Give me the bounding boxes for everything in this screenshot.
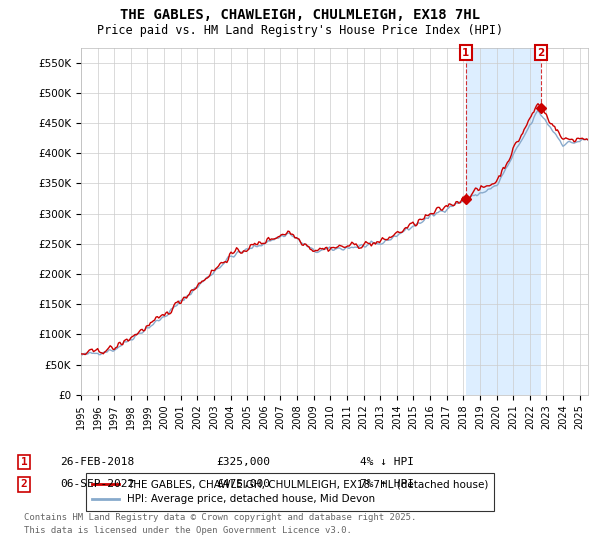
Text: Contains HM Land Registry data © Crown copyright and database right 2025.: Contains HM Land Registry data © Crown c… bbox=[24, 513, 416, 522]
Bar bbox=[466, 48, 541, 395]
Text: Price paid vs. HM Land Registry's House Price Index (HPI): Price paid vs. HM Land Registry's House … bbox=[97, 24, 503, 36]
Text: 2: 2 bbox=[20, 479, 28, 489]
Text: £475,000: £475,000 bbox=[216, 479, 270, 489]
Text: THE GABLES, CHAWLEIGH, CHULMLEIGH, EX18 7HL: THE GABLES, CHAWLEIGH, CHULMLEIGH, EX18 … bbox=[120, 8, 480, 22]
Text: 06-SEP-2022: 06-SEP-2022 bbox=[60, 479, 134, 489]
Text: 1: 1 bbox=[20, 457, 28, 467]
Text: 26-FEB-2018: 26-FEB-2018 bbox=[60, 457, 134, 467]
Text: 7% ↑ HPI: 7% ↑ HPI bbox=[360, 479, 414, 489]
Text: 2: 2 bbox=[538, 48, 545, 58]
Text: 4% ↓ HPI: 4% ↓ HPI bbox=[360, 457, 414, 467]
Legend: THE GABLES, CHAWLEIGH, CHULMLEIGH, EX18 7HL (detached house), HPI: Average price: THE GABLES, CHAWLEIGH, CHULMLEIGH, EX18 … bbox=[86, 473, 494, 511]
Text: This data is licensed under the Open Government Licence v3.0.: This data is licensed under the Open Gov… bbox=[24, 526, 352, 535]
Text: £325,000: £325,000 bbox=[216, 457, 270, 467]
Text: 1: 1 bbox=[462, 48, 469, 58]
